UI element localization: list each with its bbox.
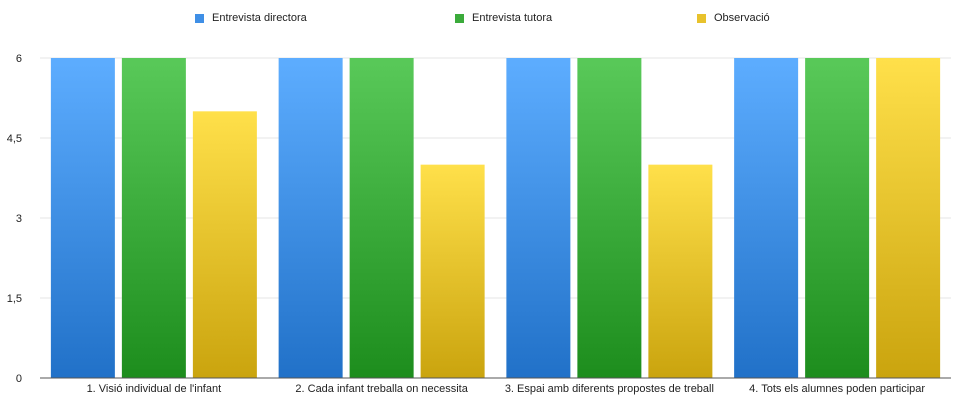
x-category-label: 4. Tots els alumnes poden participar bbox=[749, 383, 925, 395]
bar bbox=[648, 164, 713, 378]
bar bbox=[734, 58, 799, 378]
bar bbox=[278, 58, 343, 378]
bar bbox=[121, 58, 186, 378]
bar bbox=[192, 111, 257, 378]
y-tick-label: 3 bbox=[16, 213, 22, 225]
legend-swatch-observacio bbox=[697, 13, 706, 23]
legend-item-observacio: Observació bbox=[697, 12, 770, 24]
legend-swatch-entrevista-tutora bbox=[455, 13, 464, 23]
x-category-label: 3. Espai amb diferents propostes de treb… bbox=[505, 383, 714, 395]
bar bbox=[805, 58, 870, 378]
chart-legend: Entrevista directora Entrevista tutora O… bbox=[0, 12, 955, 28]
bar bbox=[420, 164, 485, 378]
legend-item-entrevista-directora: Entrevista directora bbox=[195, 12, 307, 24]
y-tick-label: 4,5 bbox=[7, 133, 22, 145]
bar bbox=[349, 58, 414, 378]
bar bbox=[50, 58, 115, 378]
x-category-label: 1. Visió individual de l'infant bbox=[87, 383, 222, 395]
legend-item-entrevista-tutora: Entrevista tutora bbox=[455, 12, 552, 24]
y-tick-label: 0 bbox=[16, 373, 22, 385]
legend-swatch-entrevista-directora bbox=[195, 13, 204, 23]
legend-label-entrevista-directora: Entrevista directora bbox=[212, 12, 307, 24]
bar bbox=[506, 58, 571, 378]
legend-label-observacio: Observació bbox=[714, 12, 770, 24]
bar bbox=[876, 58, 941, 378]
x-category-label: 2. Cada infant treballa on necessita bbox=[295, 383, 468, 395]
bar bbox=[577, 58, 642, 378]
y-tick-label: 1,5 bbox=[7, 293, 22, 305]
legend-label-entrevista-tutora: Entrevista tutora bbox=[472, 12, 553, 24]
y-tick-label: 6 bbox=[16, 53, 22, 65]
